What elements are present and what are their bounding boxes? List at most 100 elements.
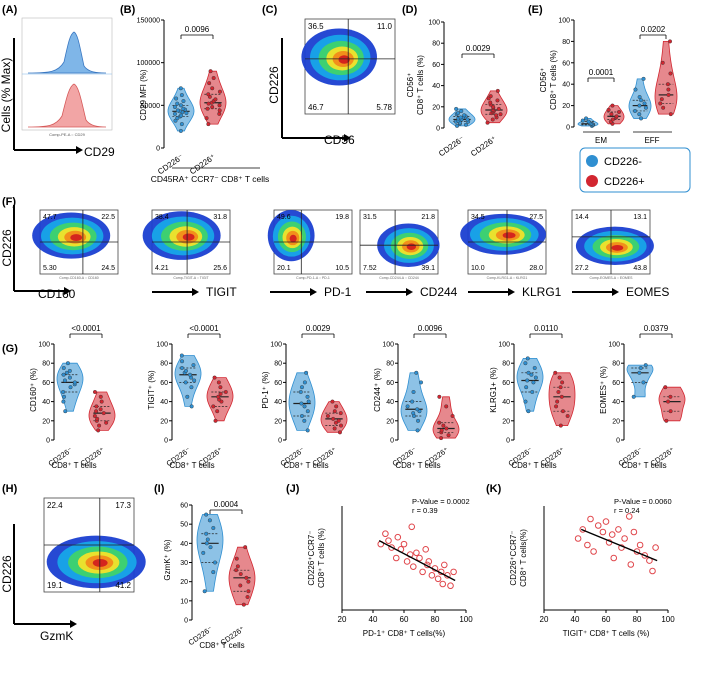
panel-f-xlabel-eomes: EOMES [626,285,669,299]
panel-f-dotplot-eomes-quadrant-ur: 13.1 [633,214,647,221]
panel-g-pd-1-y-tick-label: 40 [274,399,282,406]
panel-g-eomes-y-tick-label: 40 [612,399,620,406]
panel-b-violin-cd226neg-point [175,108,180,113]
panel-g-pd-1-violin-cd226neg-point [304,370,309,375]
panel-a-xlabel: CD29 [84,145,115,159]
panel-g-pd-1-violin-cd226neg-point [302,418,307,423]
panel-f-dotplot-klrg1-quadrant-ur: 27.5 [529,214,543,221]
panel-g-pd-1-y-tick-label: 20 [274,418,282,425]
panel-g-klrg1-y-tick-label: 40 [502,399,510,406]
panel-k-point [625,513,633,520]
panel-i-y-tick-label: 20 [180,579,188,586]
panel-i-violin-cd226pos-point [241,602,246,607]
panel-e-violin-eff-neg-point [643,105,648,110]
panel-f-dotplot-klrg1-axis-caption: Comp-KLRG1-A :: KLRG1 [487,276,528,280]
panel-i-violin-cd226neg-point [208,545,213,550]
panel-g-klrg1-y-tick-label: 60 [502,380,510,387]
panel-g-cd244-y-tick-label: 20 [386,418,394,425]
panel-g-cd160-violin-cd226neg [56,361,84,414]
panel-c-dotplot-quadrant-lr: 5.78 [376,103,392,112]
panel-d-label: (D) [402,4,418,16]
panel-g-tigit-y-tick-label: 40 [160,399,168,406]
panel-g-eomes-violin-cd226pos-shape [658,386,686,422]
panel-d-y-tick-label: 100 [428,20,440,27]
panel-g-pd-1-violin-cd226neg-point [299,401,304,406]
panel-e-ylabel-line1: CD56⁺ [539,68,548,93]
panel-d-y-tick-label: 80 [432,41,440,48]
panel-g-cd160-violin-cd226neg-point [67,368,72,373]
panel-b-violin-cd226neg-point [181,99,186,104]
panel-d-violin-cd226neg-point [462,113,467,118]
panel-k-point [574,535,582,542]
panel-b-violin-cd226neg-point [179,113,184,118]
panel-g-tigit-violin-cd226neg-point [192,378,197,383]
panel-g-pd-1-violin-cd226neg-point [299,414,304,419]
panel-b-y-tick-label: 50000 [141,103,161,110]
panel-e-em-p-value: 0.0001 [589,68,614,77]
panel-e-y-tick-label: 100 [558,18,570,25]
panel-g-klrg1-violin-cd226neg-shape [516,357,544,412]
panel-g-pd-1-bottom-label: CD8⁺ T cells [283,461,328,470]
panel-f-dotplot-pd-1-density-contour [289,234,297,243]
panel-g-klrg1-y-tick-label: 0 [506,438,510,445]
panel-j-p-value: P-Value = 0.0002 [412,497,470,506]
panel-g-cd160-y-tick-label: 40 [42,399,50,406]
panel-g-klrg1-violin-cd226neg-point [531,380,536,385]
panel-k-label: (K) [486,483,502,495]
panel-g-klrg1-violin-cd226neg-point [525,378,530,383]
panel-f-xlabel-pd-1: PD-1 [324,285,352,299]
panel-d-violin-cd226pos-point [490,117,495,122]
panel-g-pd-1-violin-cd226neg-point [305,428,310,433]
panel-j-point [392,554,400,562]
panel-g-cd244-violin-cd226neg-point [405,404,410,409]
panel-i-violin-cd226pos-point [234,568,239,573]
panel-g-tigit-violin-cd226pos-point [212,375,217,380]
panel-g-klrg1-violin-cd226neg [516,356,544,414]
panel-h-ylabel: CD226 [0,555,14,593]
panel-k-point [590,548,597,555]
panel-g-cd244-violin-cd226pos-point [437,420,442,425]
panel-g-tigit-violin-cd226neg-point [179,366,184,371]
panel-d-violin-cd226pos-point [491,104,496,109]
panel-h-dotplot-quadrant-ur: 17.3 [115,501,131,510]
panel-b-violin-cd226pos-point [210,105,215,110]
panel-i-violin-cd226neg-point [204,512,209,517]
panel-g-cd244-violin-cd226neg-point [414,370,419,375]
panel-f-arrow-cd244-head [406,288,413,296]
panel-d-violin-cd226pos-point [496,106,501,111]
panel-g-klrg1-y-tick-label: 100 [498,342,510,349]
panel-f-dotplot-cd244-quadrant-ul: 31.5 [363,214,377,221]
panel-k-r-value: r = 0.24 [614,506,640,515]
panel-g-eomes-ylabel: EOMES⁺ (%) [599,366,608,414]
panel-b-bottom-label: CD45RA⁺ CCR7⁻ CD8⁺ T cells [151,174,269,184]
panel-e-violin-eff-pos-point [666,87,671,92]
panel-d-y-tick-label: 20 [432,104,440,111]
panel-e-violin-eff-neg-point [633,108,638,113]
panel-g-tigit-violin-cd226pos-point [216,380,221,385]
panel-g-cd160-y-tick-label: 60 [42,380,50,387]
panel-g-pd-1-ylabel: PD-1⁺ (%) [261,371,270,408]
panel-j-point [425,558,433,565]
panel-j-point [422,546,430,553]
panel-g-pd-1-violin-cd226neg-point [302,380,307,385]
panel-e-violin-em-pos-point [610,103,615,108]
panel-d-violin-cd226neg-point [463,122,468,127]
panel-a-histogram-cd226neg [27,31,107,74]
panel-g-cd160-violin-cd226neg-point [61,372,66,377]
panel-b-violin-cd226neg-point [175,116,180,121]
panel-f-dotplot-cd160-quadrant-lr: 24.5 [101,265,115,272]
panel-f-dotplot-cd244-axis-caption: Comp-CD244-A :: CD244 [379,276,419,280]
panel-e-y-tick-label: 80 [562,39,570,46]
panel-g-cd160-violin-cd226neg-point [64,370,69,375]
panel-g-cd160-violin-cd226pos-point [92,414,97,419]
panel-d-violin-cd226pos [480,88,508,125]
panel-g-pd-1-violin-cd226pos-point [336,418,341,423]
panel-g-eomes-violin-cd226neg-point [637,370,642,375]
panel-f-dotplot-eomes-axis-caption: Comp-EOMES-A :: EOMES [590,276,634,280]
panel-g-klrg1-y-tick-label: 20 [502,418,510,425]
panel-k-point [652,544,659,551]
panel-e-violin-eff-pos-point [665,82,670,87]
panel-g-cd160-violin-cd226neg-point [62,394,67,399]
panel-g-cd244-violin-cd226pos-point [450,414,455,419]
panel-e-label: (E) [528,4,543,16]
